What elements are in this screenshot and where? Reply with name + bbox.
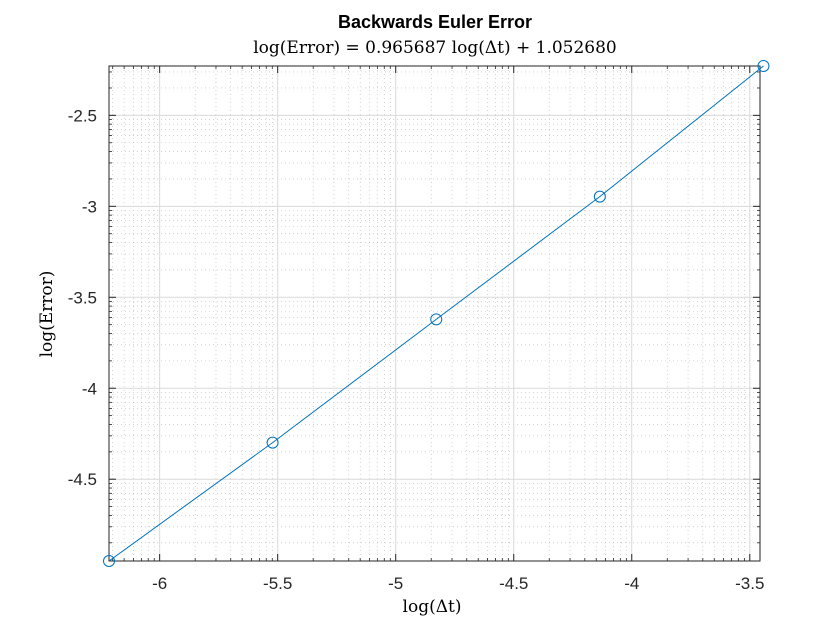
x-tick-label: -5.5 bbox=[263, 574, 292, 593]
x-tick-label: -5 bbox=[388, 574, 403, 593]
x-tick-label: -4.5 bbox=[499, 574, 528, 593]
grid-layer bbox=[109, 66, 760, 561]
tick-layer bbox=[109, 66, 760, 561]
data-point-marker bbox=[430, 313, 443, 326]
y-tick-label: -4 bbox=[82, 379, 97, 398]
y-tick-label: -4.5 bbox=[68, 470, 97, 489]
y-tick-label: -3.5 bbox=[68, 288, 97, 307]
series-layer bbox=[103, 60, 770, 567]
y-axis-label: log(Error) bbox=[37, 271, 57, 358]
data-point-marker bbox=[103, 555, 115, 567]
x-tick-label: -4 bbox=[624, 574, 639, 593]
x-axis-label: log(Δt) bbox=[403, 597, 462, 617]
data-point-marker bbox=[757, 60, 770, 72]
chart-title: Backwards Euler Error bbox=[338, 12, 532, 32]
data-point-marker bbox=[593, 190, 606, 203]
y-tick-label: -3 bbox=[82, 197, 97, 216]
chart-subtitle: log(Error) = 0.965687 log(Δt) + 1.052680 bbox=[253, 38, 617, 58]
y-tick-label: -2.5 bbox=[68, 106, 97, 125]
series-line bbox=[108, 65, 764, 562]
x-tick-label: -3.5 bbox=[735, 574, 764, 593]
data-point-marker bbox=[266, 436, 279, 449]
axes-box bbox=[108, 65, 761, 562]
tick-label-layer: -6 -5.5 -5 -4.5 -4 -3.5 -4.5 -4 -3.5 -3 -2.5 bbox=[68, 106, 765, 593]
x-tick-label: -6 bbox=[152, 574, 167, 593]
